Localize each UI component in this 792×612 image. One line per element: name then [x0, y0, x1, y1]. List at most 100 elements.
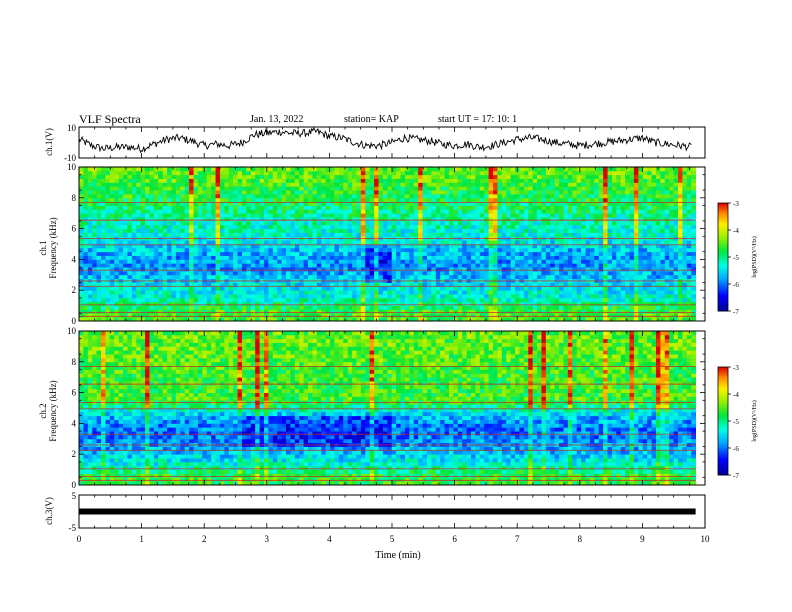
ch1-spectrogram-cell	[435, 294, 441, 299]
ch1-spectrogram-cell	[457, 205, 463, 210]
ch1-spectrogram-cell	[611, 220, 617, 226]
ch1-spectrogram-cell	[660, 209, 666, 214]
ch1-spectrogram-cell	[537, 274, 542, 280]
ch1-spectrogram-cell	[466, 217, 472, 222]
ch1-spectrogram-cell	[259, 201, 265, 206]
ch1-spectrogram-cell	[691, 205, 697, 210]
ch1-spectrogram-cell	[158, 259, 164, 264]
ch1-spectrogram-cell	[233, 313, 238, 318]
ch1-spectrogram-cell	[409, 301, 415, 306]
ch1-spectrogram-cell	[418, 224, 423, 229]
ch1-spectrogram-cell	[241, 240, 247, 245]
ch1-spectrogram-cell	[391, 305, 397, 310]
ch1-spectrogram-cell	[664, 309, 670, 314]
ch1-spectrogram-cell	[611, 274, 617, 280]
ch1-spectrogram-cell	[677, 205, 683, 210]
ch1-spectrogram-cell	[493, 297, 498, 303]
ch1-spectrogram-cell	[554, 201, 560, 206]
ch1-spectrogram-cell	[493, 263, 498, 268]
ch1-spectrogram-cell	[493, 240, 498, 245]
ch1-spectrogram-cell	[462, 205, 467, 210]
ch1-spectrogram-cell	[497, 197, 503, 203]
ch1-spectrogram-cell	[325, 309, 331, 314]
ch1-spectrogram-cell	[153, 267, 159, 272]
ch1-spectrogram-cell	[537, 232, 542, 237]
ch1-spectrogram-cell	[136, 301, 142, 306]
ch1-spectrogram-cell	[466, 286, 472, 291]
ch1-spectrogram-cell	[321, 201, 327, 206]
ch1-spectrogram-cell	[96, 301, 102, 306]
ch1-spectrogram-cell	[470, 317, 476, 322]
ch1-spectrogram-cell	[277, 286, 282, 291]
ch1-spectrogram-cell	[272, 240, 278, 245]
ch1-spectrogram-cell	[158, 267, 164, 272]
ch1-spectrogram-cell	[572, 251, 578, 256]
ch1-spectrogram-cell	[448, 290, 454, 295]
ch1-spectrogram-cell	[290, 197, 296, 203]
ch1-spectrogram-cell	[334, 220, 340, 226]
ch1-spectrogram-cell	[237, 309, 243, 314]
ch1-spectrogram-cell	[515, 224, 520, 229]
ch1-spectrogram-cell	[686, 255, 692, 260]
ch1-spectrogram-cell	[356, 255, 362, 260]
ch1-spectrogram-cell	[299, 309, 305, 314]
ch1-spectrogram-cell	[647, 240, 652, 245]
ch1-spectrogram-cell	[426, 263, 432, 268]
ch1-spectrogram-cell	[308, 217, 313, 222]
ch1-spectrogram-cell	[545, 294, 551, 299]
ch1-spectrogram-cell	[140, 205, 146, 210]
ch1-spectrogram-cell	[554, 290, 560, 295]
ch1-spectrogram-cell	[224, 301, 230, 306]
ch1-spectrogram-cell	[475, 220, 481, 226]
ch1-spectrogram-cell	[686, 267, 692, 272]
ch1-spectrogram-cell	[365, 317, 371, 322]
ch1-spectrogram-cell	[123, 197, 128, 203]
ch1-spectrogram-cell	[479, 294, 485, 299]
ch1-spectrogram-cell	[233, 251, 238, 256]
ch1-spectrogram-cell	[162, 190, 168, 195]
ch1-spectrogram-cell	[682, 247, 688, 253]
ch1-spectrogram-cell	[537, 282, 542, 287]
ch1-spectrogram-cell	[286, 232, 291, 237]
ch1-spectrogram-cell	[241, 209, 247, 214]
ch1-spectrogram-cell	[202, 270, 208, 276]
ch1-spectrogram-cell	[123, 313, 128, 318]
ch1-spectrogram-cell	[87, 228, 93, 233]
ch1-spectrogram-cell	[616, 294, 622, 299]
ch1-spectrogram-cell	[215, 240, 221, 245]
ch1-spectrogram-cell	[79, 186, 84, 191]
ch1-spectrogram-cell	[545, 217, 551, 222]
ch1-spectrogram-cell	[149, 244, 155, 249]
ch1-spectrogram-cell	[581, 251, 586, 256]
ch1-spectrogram-cell	[682, 205, 688, 210]
ch1-spectrogram-cell	[153, 213, 159, 218]
ch1-spectrogram-cell	[396, 190, 401, 195]
ch1-spectrogram-cell	[660, 305, 666, 310]
ch1-spectrogram-cell	[462, 209, 467, 214]
ch1-spectrogram-cell	[462, 290, 467, 295]
ch1-spectrogram-cell	[206, 247, 212, 253]
ch1-spectrogram-cell	[664, 197, 670, 203]
ch1-spectrogram-cell	[559, 301, 564, 306]
ch1-spectrogram-cell	[462, 228, 467, 233]
ch1-spectrogram-cell	[572, 228, 578, 233]
ch1-spectrogram-cell	[554, 251, 560, 256]
ch1-spectrogram-cell	[145, 224, 150, 229]
ch1-spectrogram-cell	[193, 197, 199, 203]
ch1-spectrogram-cell	[475, 259, 481, 264]
ch1-spectrogram-cell	[563, 240, 569, 245]
ch1-spectrogram-cell	[563, 305, 569, 310]
ch1-spectrogram-cell	[334, 267, 340, 272]
ch1-spectrogram-cell	[140, 232, 146, 237]
ch1-spectrogram-cell	[109, 294, 115, 299]
ch1-spectrogram-cell	[127, 286, 133, 291]
ch1-spectrogram-cell	[528, 190, 534, 195]
ch1-spectrogram-cell	[453, 301, 459, 306]
ch1-spectrogram-cell	[453, 251, 459, 256]
ch1-spectrogram-cell	[250, 217, 256, 222]
ch1-spectrogram-cell	[537, 201, 542, 206]
ch1-spectrogram-cell	[528, 309, 534, 314]
ch1-spectrogram-cell	[470, 213, 476, 218]
ch1-spectrogram-cell	[171, 244, 177, 249]
ch1-spectrogram-cell	[506, 193, 512, 199]
